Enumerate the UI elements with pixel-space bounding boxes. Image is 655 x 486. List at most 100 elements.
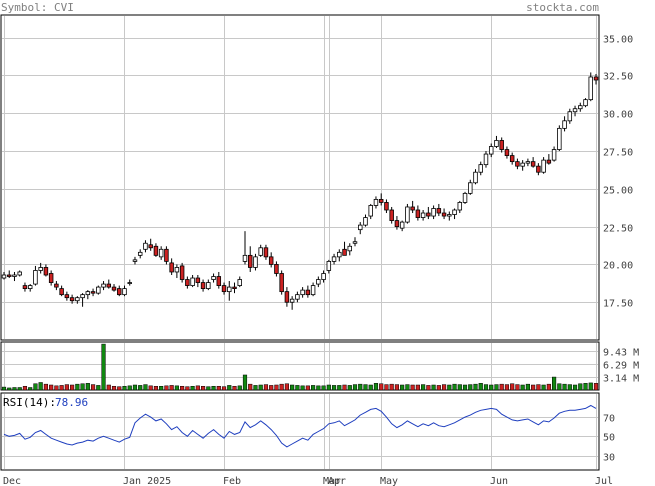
candle <box>588 72 593 102</box>
candle <box>473 169 478 185</box>
candle <box>232 282 237 294</box>
candle-body <box>96 286 101 294</box>
candle <box>153 243 159 257</box>
volume-bar <box>70 384 75 391</box>
candle-body <box>253 256 258 268</box>
candle <box>420 210 426 221</box>
candle <box>237 276 242 288</box>
volume-bar <box>572 384 578 391</box>
candle <box>137 249 143 259</box>
volume-bar <box>117 386 122 391</box>
candle <box>352 237 358 247</box>
candle <box>38 262 43 274</box>
candle-body <box>158 248 164 258</box>
volume-bar <box>195 385 200 391</box>
volume-bar <box>394 384 400 391</box>
candle-body <box>258 247 263 256</box>
volume-bar <box>12 387 17 391</box>
volume-bar <box>216 385 221 391</box>
volume-bar <box>426 385 431 391</box>
candle <box>158 246 164 260</box>
candle-body <box>326 260 332 271</box>
price-tick-label: 27.50 <box>603 148 633 159</box>
candle-body <box>289 298 295 303</box>
volume-bar <box>552 376 557 391</box>
candle-body <box>436 208 442 214</box>
candle <box>258 244 263 257</box>
candle-body <box>174 267 180 273</box>
candle <box>289 296 295 310</box>
candle-body <box>389 209 394 221</box>
price-tick-label: 20.00 <box>603 261 633 272</box>
candle-body <box>59 288 64 296</box>
volume-bar <box>499 383 504 391</box>
volume-bar <box>368 384 373 391</box>
candle <box>415 205 421 221</box>
candle-body <box>221 285 227 293</box>
candle-body <box>331 256 337 262</box>
candle <box>567 108 573 124</box>
candle <box>441 208 447 220</box>
candle-body <box>488 146 494 155</box>
candle-body <box>64 294 70 299</box>
candle-body <box>441 212 447 217</box>
candle <box>557 125 562 152</box>
volume-bar <box>227 385 232 391</box>
candle <box>572 105 578 117</box>
volume-bar <box>494 384 499 391</box>
candle <box>462 191 468 204</box>
candle <box>169 258 174 275</box>
volume-bar <box>421 384 426 391</box>
candle-body <box>368 205 373 217</box>
candle <box>426 206 431 220</box>
candle-body <box>75 297 80 302</box>
candle <box>436 203 442 217</box>
volume-bar <box>54 385 59 391</box>
volume-bar <box>588 382 593 391</box>
candle <box>185 276 190 289</box>
volume-bar <box>122 385 127 391</box>
candle-body <box>525 161 531 164</box>
rsi-current-value: 78.96 <box>55 396 88 409</box>
candle <box>530 157 536 168</box>
volume-bar <box>473 383 478 391</box>
panel-frame <box>0 14 600 341</box>
candle <box>143 240 148 253</box>
candle-body <box>536 165 541 173</box>
x-tick-label: Jul <box>595 476 613 486</box>
candle-body <box>1 274 7 279</box>
candle-body <box>48 273 54 283</box>
candle <box>536 163 541 176</box>
candle <box>54 281 59 291</box>
candle-body <box>410 206 415 211</box>
volume-bar <box>33 383 38 391</box>
candle <box>478 161 483 176</box>
volume-bar <box>373 383 379 391</box>
volume-bar <box>483 384 489 391</box>
price-tick-label: 17.50 <box>603 299 633 310</box>
candle <box>488 143 494 158</box>
candle <box>368 203 373 220</box>
volume-bar <box>153 385 159 391</box>
candle-body <box>499 140 504 150</box>
candle-body <box>478 164 483 173</box>
rsi-panel: 70 50 30 <box>0 392 615 471</box>
candle <box>504 146 510 159</box>
candle-body <box>237 279 242 286</box>
price-tick-label: 35.00 <box>603 35 633 46</box>
candle-body <box>111 286 117 291</box>
rsi-line <box>3 404 597 448</box>
candle-body <box>43 267 49 276</box>
candle <box>300 287 305 298</box>
volume-bar <box>221 386 227 391</box>
candle <box>33 265 38 286</box>
candle-body <box>148 244 153 249</box>
volume-bar <box>253 385 258 391</box>
price-tick-label: 30.00 <box>603 110 633 121</box>
candle-body <box>572 108 578 113</box>
candle-body <box>122 288 127 296</box>
volume-bar <box>85 383 90 391</box>
candle-body <box>169 262 174 273</box>
candle <box>399 220 405 232</box>
